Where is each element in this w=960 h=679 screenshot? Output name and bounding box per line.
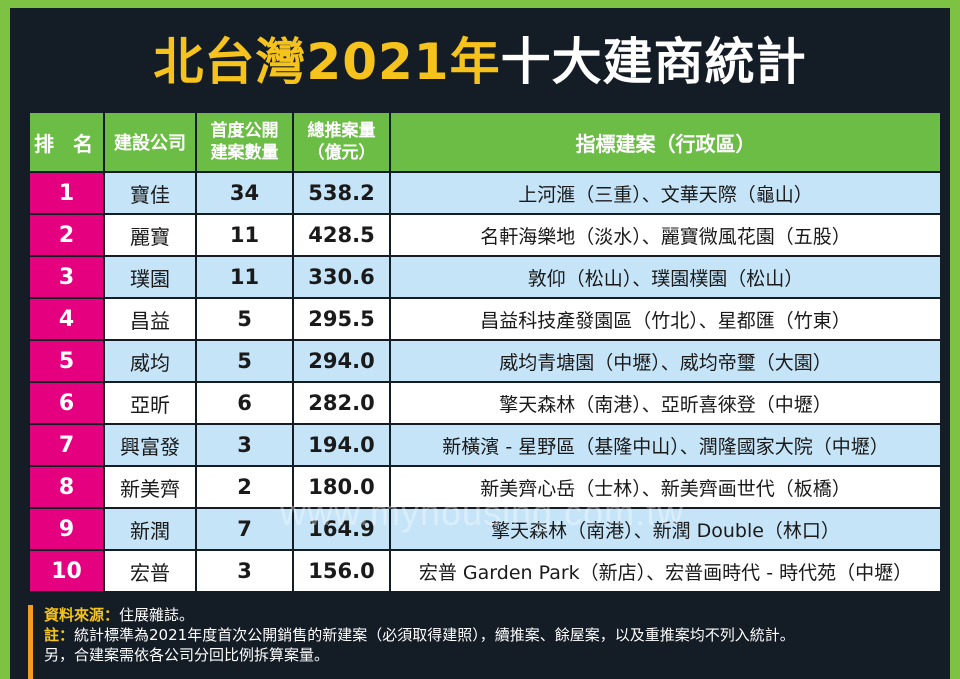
table-row: 8 新美齊 2 180.0 新美齊心岳（士林）、新美齊画世代（板橋）	[30, 467, 940, 507]
company-cell: 新美齊	[105, 467, 195, 507]
count-cell: 7	[197, 509, 292, 549]
volume-cell: 156.0	[294, 551, 389, 591]
watermark: www.myhousing.com.tw	[280, 492, 685, 533]
projects-cell: 新橫濱 - 星野區（基隆中山）、潤隆國家大院（中壢）	[391, 425, 940, 465]
company-cell: 昌益	[105, 299, 195, 339]
table-body: 1 寶佳 34 538.2 上河滙（三重）、文華天際（龜山） 2 麗寶 11 428.5 名軒海樂…	[30, 173, 940, 591]
rank-cell: 5	[30, 341, 103, 381]
rank-cell: 6	[30, 383, 103, 423]
table-row: 6 亞昕 6 282.0 擎天森林（南港）、亞昕喜徠登（中壢）	[30, 383, 940, 423]
company-cell: 亞昕	[105, 383, 195, 423]
volume-cell: 180.0	[294, 467, 389, 507]
rank-cell: 8	[30, 467, 103, 507]
company-cell: 興富發	[105, 425, 195, 465]
projects-cell: 擎天森林（南港）、亞昕喜徠登（中壢）	[391, 383, 940, 423]
table-row: 1 寶佳 34 538.2 上河滙（三重）、文華天際（龜山）	[30, 173, 940, 213]
header-count-line-2: 建案數量	[210, 143, 279, 163]
company-cell: 璞園	[105, 257, 195, 297]
table-row: 5 威均 5 294.0 威均青塘園（中壢）、威均帝璽（大園）	[30, 341, 940, 381]
header-volume: 總推案量 （億元）	[294, 113, 389, 171]
company-cell: 新潤	[105, 509, 195, 549]
source-text: 住展雜誌。	[119, 606, 195, 624]
volume-cell: 295.5	[294, 299, 389, 339]
note-text: 統計標準為2021年度首次公開銷售的新建案（必須取得建照），續推案、餘屋案，以及…	[74, 626, 795, 644]
volume-cell: 330.6	[294, 257, 389, 297]
projects-cell: 上河滙（三重）、文華天際（龜山）	[391, 173, 940, 213]
footnote-accent-bar	[28, 605, 33, 679]
projects-cell: 敦仰（松山）、璞園樸園（松山）	[391, 257, 940, 297]
source-label: 資料來源：	[44, 606, 120, 624]
rank-cell: 3	[30, 257, 103, 297]
rank-cell: 7	[30, 425, 103, 465]
infographic-panel: 北台灣2021年十大建商統計 排 名 建設公司 首度公開 建案數量 總推案量 （億元…	[10, 8, 950, 679]
table-row: 3 璞園 11 330.6 敦仰（松山）、璞園樸園（松山）	[30, 257, 940, 297]
title-part-1: 北台灣	[153, 33, 307, 91]
table-row: 7 興富發 3 194.0 新橫濱 - 星野區（基隆中山）、潤隆國家大院（中壢）	[30, 425, 940, 465]
rank-cell: 9	[30, 509, 103, 549]
note-label: 註：	[44, 626, 75, 644]
projects-cell: 擎天森林（南港）、新潤 Double（林口）	[391, 509, 940, 549]
table-row: 9 新潤 7 164.9 擎天森林（南港）、新潤 Double（林口）	[30, 509, 940, 549]
count-cell: 3	[197, 551, 292, 591]
ranking-table: 排 名 建設公司 首度公開 建案數量 總推案量 （億元） 指標建案（行政區） 1 寶佳…	[28, 111, 942, 593]
header-rank: 排 名	[30, 113, 103, 171]
projects-cell: 威均青塘園（中壢）、威均帝璽（大園）	[391, 341, 940, 381]
company-cell: 麗寶	[105, 215, 195, 255]
count-cell: 3	[197, 425, 292, 465]
rank-cell: 10	[30, 551, 103, 591]
count-cell: 11	[197, 215, 292, 255]
header-company: 建設公司	[105, 113, 195, 171]
projects-cell: 宏普 Garden Park（新店）、宏普画時代 - 時代苑（中壢）	[391, 551, 940, 591]
volume-cell: 428.5	[294, 215, 389, 255]
count-cell: 5	[197, 299, 292, 339]
header-count: 首度公開 建案數量	[197, 113, 292, 171]
volume-cell: 194.0	[294, 425, 389, 465]
rank-cell: 1	[30, 173, 103, 213]
page-title: 北台灣2021年十大建商統計	[10, 32, 950, 92]
footnotes: 資料來源：住展雜誌。 註：統計標準為2021年度首次公開銷售的新建案（必須取得建…	[28, 605, 948, 679]
table-header-row: 排 名 建設公司 首度公開 建案數量 總推案量 （億元） 指標建案（行政區）	[30, 113, 940, 171]
source-line: 資料來源：住展雜誌。	[44, 605, 948, 625]
count-cell: 2	[197, 467, 292, 507]
volume-cell: 164.9	[294, 509, 389, 549]
count-cell: 34	[197, 173, 292, 213]
company-cell: 寶佳	[105, 173, 195, 213]
count-cell: 11	[197, 257, 292, 297]
rank-cell: 2	[30, 215, 103, 255]
title-part-2: 2021年	[306, 33, 501, 91]
volume-cell: 282.0	[294, 383, 389, 423]
note-line-2: 另，合建案需依各公司分回比例拆算案量。	[44, 646, 330, 664]
table-row: 2 麗寶 11 428.5 名軒海樂地（淡水）、麗寶微風花園（五股）	[30, 215, 940, 255]
count-cell: 5	[197, 341, 292, 381]
title-part-3: 十大建商統計	[500, 33, 807, 91]
company-cell: 威均	[105, 341, 195, 381]
rank-cell: 4	[30, 299, 103, 339]
note-line-1: 註：統計標準為2021年度首次公開銷售的新建案（必須取得建照），續推案、餘屋案，…	[44, 625, 948, 645]
header-volume-line-2: （億元）	[307, 143, 376, 163]
projects-cell: 昌益科技產發園區（竹北）、星都匯（竹東）	[391, 299, 940, 339]
company-cell: 宏普	[105, 551, 195, 591]
projects-cell: 名軒海樂地（淡水）、麗寶微風花園（五股）	[391, 215, 940, 255]
projects-cell: 新美齊心岳（士林）、新美齊画世代（板橋）	[391, 467, 940, 507]
volume-cell: 294.0	[294, 341, 389, 381]
count-cell: 6	[197, 383, 292, 423]
header-volume-line-1: 總推案量	[307, 121, 376, 141]
header-count-line-1: 首度公開	[210, 121, 279, 141]
table-row: 10 宏普 3 156.0 宏普 Garden Park（新店）、宏普画時代 - 時代苑…	[30, 551, 940, 591]
volume-cell: 538.2	[294, 173, 389, 213]
table-row: 4 昌益 5 295.5 昌益科技產發園區（竹北）、星都匯（竹東）	[30, 299, 940, 339]
header-projects: 指標建案（行政區）	[391, 113, 940, 171]
